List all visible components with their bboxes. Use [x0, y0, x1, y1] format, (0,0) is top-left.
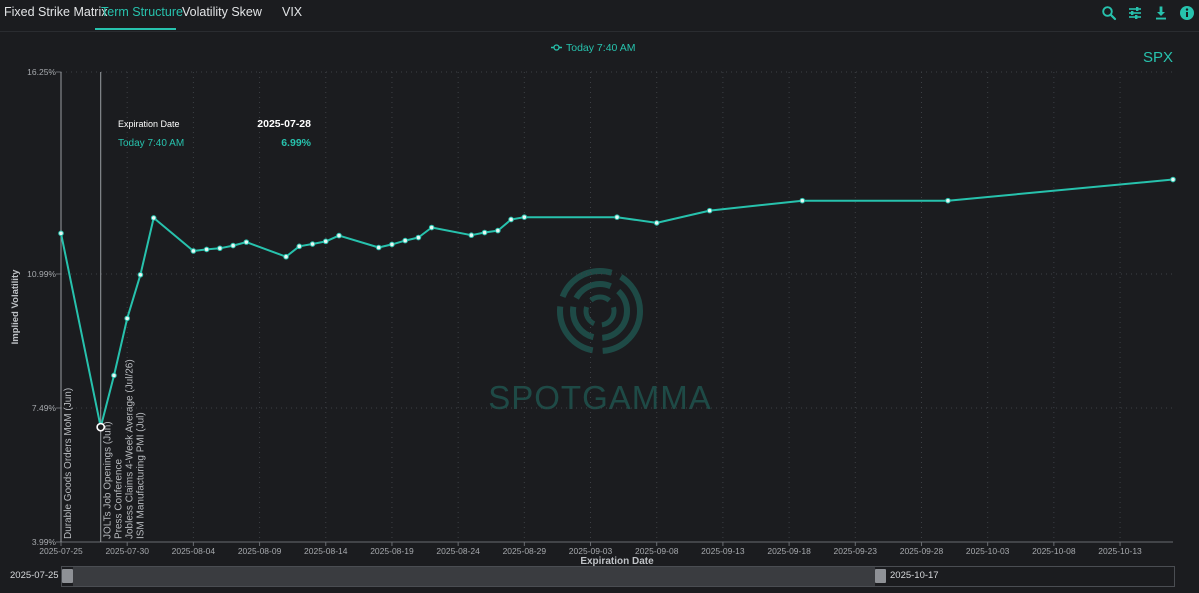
- data-point: [402, 237, 408, 244]
- x-tick-label: 2025-09-18: [767, 546, 811, 556]
- x-tick-label: 2025-10-03: [966, 546, 1010, 556]
- x-tick-label: 2025-10-08: [1032, 546, 1076, 556]
- data-point: [243, 239, 250, 245]
- tooltip-date: 2025-07-28: [257, 118, 311, 130]
- tab-volatility-skew[interactable]: Volatility Skew: [182, 5, 262, 19]
- tooltip-label: Expiration Date: [118, 119, 180, 129]
- data-point: [508, 216, 514, 223]
- data-point: [706, 207, 713, 214]
- series-line: [60, 178, 1174, 429]
- tab-term-structure[interactable]: Term Structure: [101, 5, 183, 19]
- watermark-text: SPOTGAMMA: [488, 379, 712, 416]
- x-tick-label: 2025-08-09: [238, 546, 282, 556]
- event-label: Press Conference: [114, 459, 125, 539]
- data-point: [481, 229, 488, 236]
- data-point: [521, 214, 528, 220]
- search-icon[interactable]: [1101, 5, 1117, 21]
- x-tick-label: 2025-08-19: [370, 546, 414, 556]
- data-point: [58, 230, 64, 237]
- legend-marker: [553, 44, 560, 51]
- x-tick-label: 2025-07-30: [105, 546, 149, 556]
- x-tick-label: 2025-08-24: [436, 546, 480, 556]
- y-tick-label: 7.49%: [32, 403, 57, 413]
- selected-data-point: [96, 422, 106, 432]
- tab-fixed-strike-matrix[interactable]: Fixed Strike Matrix: [4, 5, 108, 19]
- data-point: [296, 243, 303, 250]
- data-point: [428, 224, 435, 231]
- event-label: JOLTs Job Openings (Jun): [103, 421, 114, 539]
- y-tick-label: 10.99%: [27, 269, 56, 279]
- range-start-label: 2025-07-25: [10, 570, 59, 581]
- data-point: [150, 215, 157, 221]
- x-axis-label: Expiration Date: [580, 556, 654, 567]
- x-tick-label: 2025-09-03: [569, 546, 613, 556]
- symbol-label: SPX: [1143, 49, 1173, 66]
- sliders-icon[interactable]: [1127, 5, 1143, 21]
- x-tick-label: 2025-08-14: [304, 546, 348, 556]
- x-tick-label: 2025-08-29: [503, 546, 547, 556]
- data-point: [468, 232, 475, 239]
- tooltip-value: 6.99%: [281, 137, 311, 149]
- data-point: [653, 220, 660, 226]
- x-tick-label: 2025-09-23: [834, 546, 878, 556]
- data-point: [124, 315, 130, 322]
- data-point: [309, 241, 316, 247]
- event-label: Durable Goods Orders MoM (Jun): [63, 388, 74, 539]
- y-tick-label: 3.99%: [32, 537, 57, 547]
- axes: 3.99% 7.49% 10.99% 16.25% 2025-07-25 2025-07-…: [27, 67, 1173, 556]
- data-point: [614, 214, 620, 220]
- event-label: ISM Manufacturing PMI (Jul): [136, 412, 147, 539]
- data-point: [203, 246, 210, 253]
- date-range-slider[interactable]: 2025-07-25 2025-10-17: [0, 565, 1199, 587]
- x-tick-label: 2025-09-08: [635, 546, 679, 556]
- data-point: [336, 232, 342, 239]
- data-point: [799, 197, 806, 204]
- data-point: [190, 248, 197, 254]
- active-tab-indicator: [95, 28, 176, 30]
- info-icon[interactable]: [1179, 5, 1195, 21]
- legend[interactable]: Today 7:40 AM: [551, 42, 635, 54]
- data-point: [322, 238, 329, 245]
- spotgamma-watermark: SPOTGAMMA: [488, 268, 712, 416]
- range-selection[interactable]: [73, 567, 875, 586]
- data-point: [111, 372, 117, 379]
- x-tick-label: 2025-10-13: [1098, 546, 1142, 556]
- data-point: [375, 244, 382, 251]
- tab-vix[interactable]: VIX: [282, 5, 303, 19]
- data-point: [217, 245, 223, 252]
- download-icon[interactable]: [1153, 5, 1169, 21]
- y-axis-label: Implied Volatility: [10, 269, 21, 344]
- data-point: [1170, 176, 1176, 183]
- series-layer: [58, 176, 1176, 432]
- tooltip-series-label: Today 7:40 AM: [118, 138, 184, 149]
- data-point: [495, 227, 501, 234]
- legend-item: Today 7:40 AM: [566, 42, 635, 54]
- range-handle-right[interactable]: [875, 569, 886, 583]
- data-point: [945, 197, 951, 204]
- range-end-label: 2025-10-17: [890, 570, 939, 581]
- data-point: [137, 271, 144, 278]
- y-tick-label: 16.25%: [27, 67, 56, 77]
- data-point: [230, 242, 236, 249]
- tooltip: Expiration Date 2025-07-28 Today 7:40 AM…: [118, 118, 312, 149]
- data-point: [389, 241, 395, 248]
- range-handle-left[interactable]: [62, 569, 73, 583]
- grid: [61, 71, 1173, 543]
- event-annotations: Durable Goods Orders MoM (Jun) JOLTs Job …: [60, 72, 147, 542]
- data-point: [283, 253, 289, 260]
- x-tick-label: 2025-09-28: [900, 546, 944, 556]
- event-label: Jobless Claims 4-Week Average (Jul/26): [125, 359, 136, 539]
- x-tick-label: 2025-08-04: [172, 546, 216, 556]
- x-tick-label: 2025-09-13: [701, 546, 745, 556]
- data-point: [415, 234, 422, 241]
- x-tick-label: 2025-07-25: [39, 546, 83, 556]
- top-nav-bar: Fixed Strike Matrix Term Structure Volat…: [0, 0, 1199, 32]
